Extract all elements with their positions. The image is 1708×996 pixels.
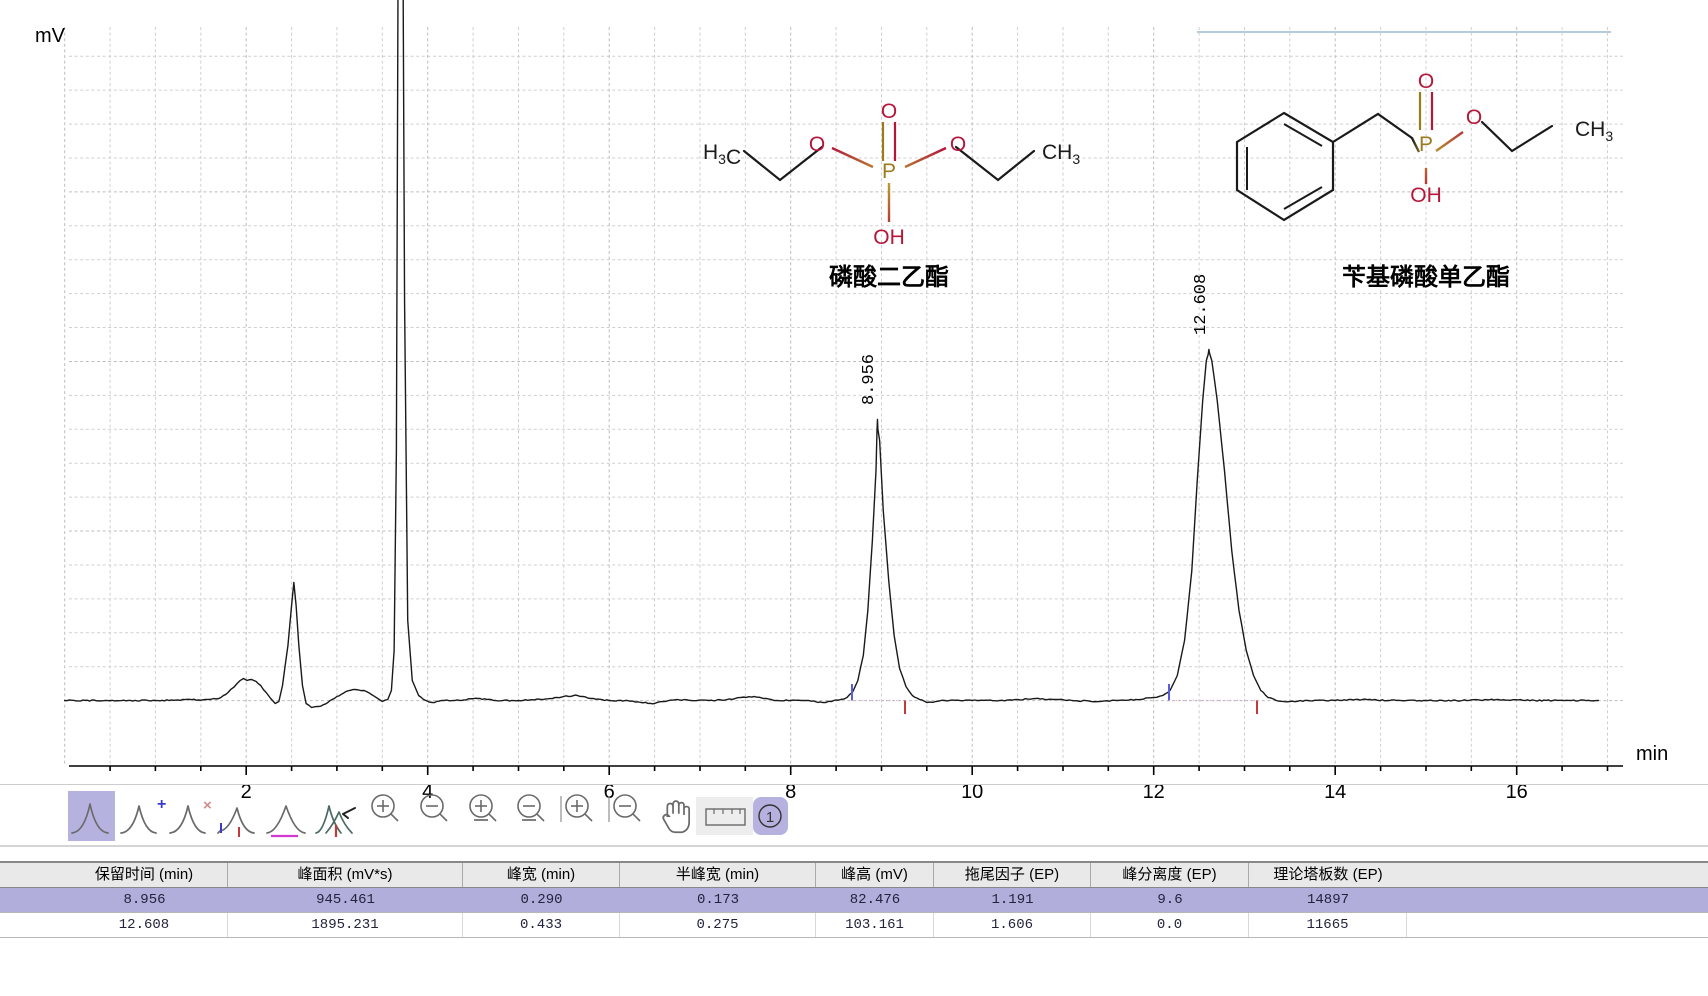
svg-text:min: min [1636,743,1668,765]
svg-text:CH3: CH3 [1575,118,1613,144]
svg-text:O: O [950,133,966,156]
svg-text:CH3: CH3 [1042,141,1080,167]
svg-text:1: 1 [766,809,774,826]
svg-text:O: O [1418,70,1434,93]
svg-text:O: O [881,100,897,123]
svg-text:×: × [203,797,212,814]
svg-text:+: + [157,796,166,813]
svg-text:磷酸二乙酯: 磷酸二乙酯 [829,264,949,291]
svg-text:H3C: H3C [703,141,741,169]
svg-text:OH: OH [1410,184,1442,207]
svg-text:O: O [809,133,825,156]
svg-text:OH: OH [873,226,905,249]
svg-text:O: O [1466,106,1482,129]
svg-text:P: P [1419,133,1433,156]
svg-text:P: P [882,160,896,183]
svg-text:苄基磷酸单乙酯: 苄基磷酸单乙酯 [1342,264,1510,291]
svg-text:8.956: 8.956 [860,354,879,405]
